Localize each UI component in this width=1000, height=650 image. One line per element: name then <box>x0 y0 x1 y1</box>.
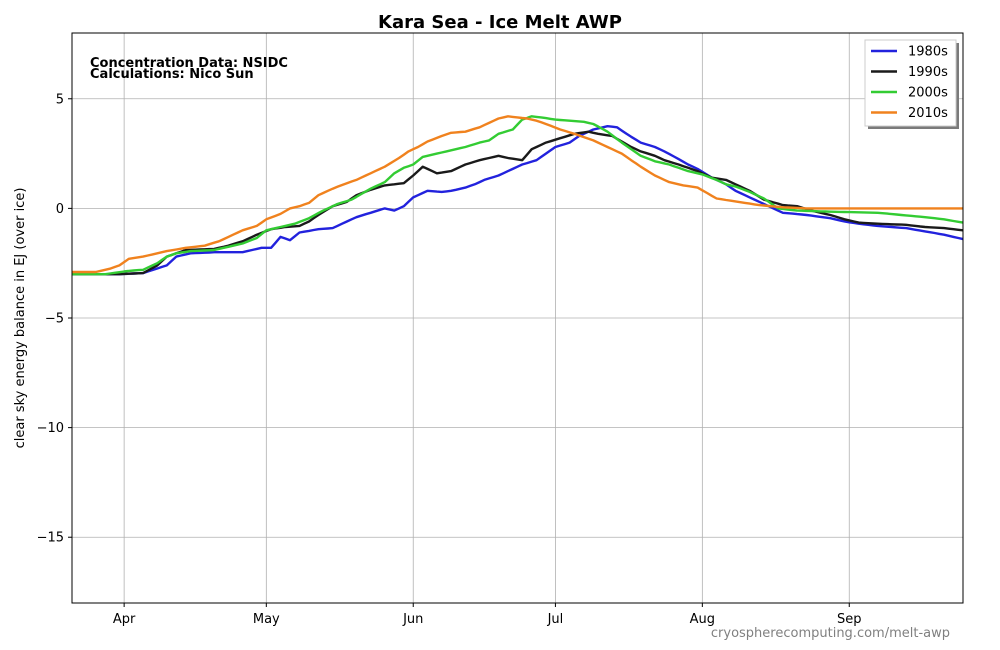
legend-label: 2010s <box>908 106 948 121</box>
y-tick-label: 0 <box>56 202 64 217</box>
chart-title: Kara Sea - Ice Melt AWP <box>378 12 622 33</box>
x-tick-label: Jun <box>402 612 423 627</box>
series-line-1980s <box>72 125 964 276</box>
legend-label: 1990s <box>908 65 948 80</box>
x-tick-label: Jul <box>547 612 564 627</box>
legend-label: 2000s <box>908 86 948 101</box>
y-axis-label: clear sky energy balance in EJ (over ice… <box>13 188 28 449</box>
legend: 1980s 1990s 2000s 2010s <box>864 39 959 129</box>
series-line-2000s <box>72 115 964 276</box>
annotation-calculations: Calculations: Nico Sun <box>90 67 254 82</box>
x-tick-label: May <box>253 612 280 627</box>
legend-label: 1980s <box>908 45 948 60</box>
grid-lines <box>72 33 963 603</box>
credit-url: cryospherecomputing.com/melt-awp <box>711 626 950 641</box>
series-line-2010s <box>72 115 963 274</box>
y-tick-label: −15 <box>37 531 64 546</box>
series-lines <box>72 115 964 276</box>
plot-frame <box>71 32 964 604</box>
axis-ticks: 5 0 −5 −10 −15 Apr May Jun Jul Aug Sep <box>37 92 862 627</box>
y-tick-label: −10 <box>37 421 64 436</box>
x-tick-label: Apr <box>113 612 136 627</box>
x-tick-label: Aug <box>690 612 715 627</box>
y-tick-label: 5 <box>56 92 64 107</box>
x-tick-label: Sep <box>837 612 862 627</box>
y-tick-label: −5 <box>45 312 64 327</box>
annotation-data-source: Concentration Data: NSIDC <box>90 56 288 71</box>
